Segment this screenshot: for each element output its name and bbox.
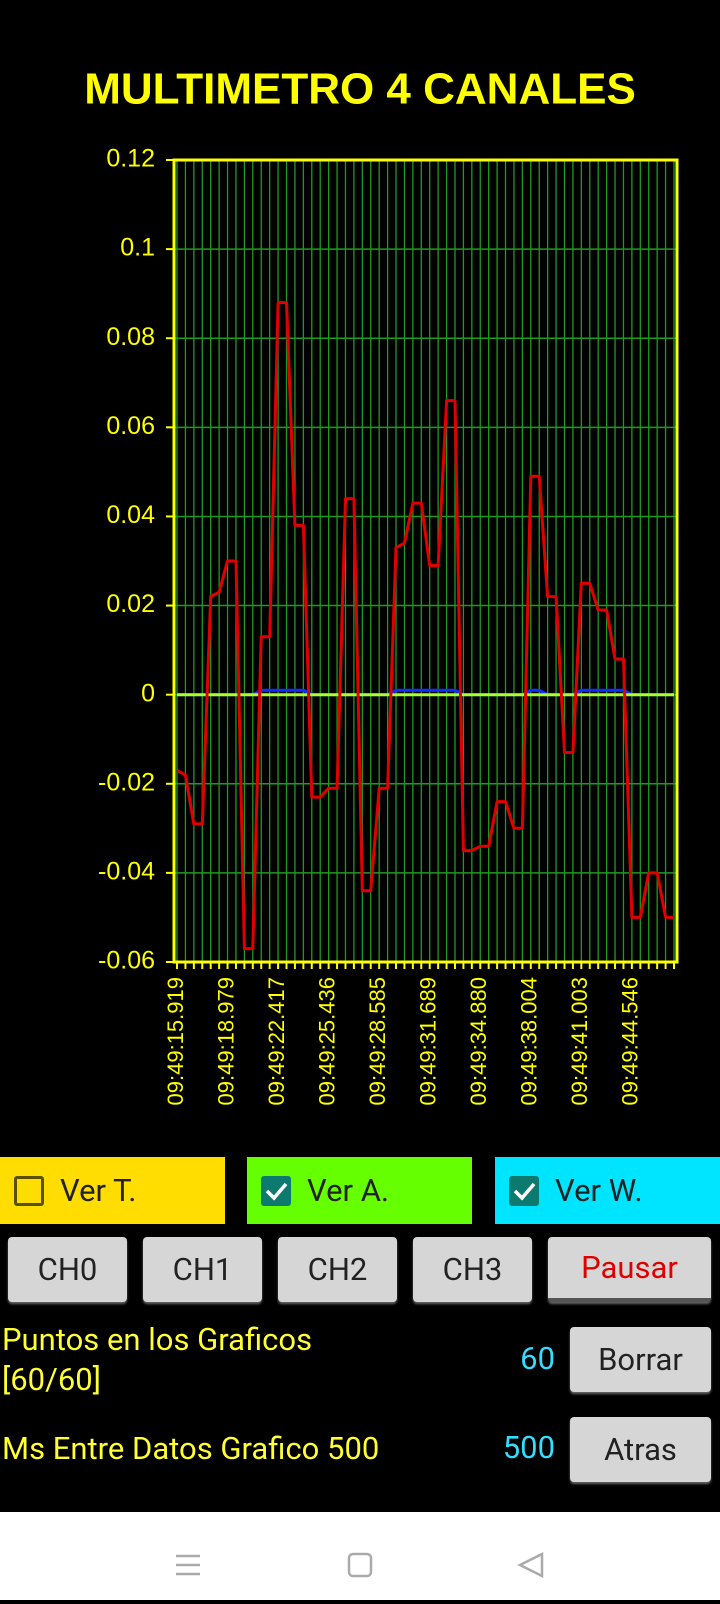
x-tick-label: 09:49:22.417 [264, 977, 289, 1105]
interval-value: 500 [502, 1429, 555, 1466]
y-tick-label: -0.06 [98, 947, 155, 975]
chart: MULTIMETRO 4 CANALES -0.06 -0.04 -0.02 0 0.0… [84, 65, 679, 1105]
pause-button[interactable]: Pausar [548, 1237, 711, 1302]
x-tick-label: 09:49:28.585 [365, 977, 390, 1105]
menu-icon[interactable] [176, 1554, 200, 1576]
checkbox-label: Ver W. [555, 1172, 643, 1209]
channel-button[interactable]: CH0 [8, 1237, 127, 1302]
points-label: Puntos en los Graficos [60/60] [2, 1321, 313, 1398]
points-value: 60 [520, 1340, 555, 1377]
checkbox-box [509, 1175, 539, 1206]
y-tick-label: 0.06 [106, 412, 155, 440]
y-tick-label: 0.02 [106, 590, 155, 618]
nav-icons [176, 1551, 544, 1579]
series-line [176, 301, 674, 951]
y-tick-label: -0.04 [98, 857, 155, 885]
nav-bar [0, 1512, 720, 1600]
y-tick-label: -0.02 [98, 768, 155, 796]
y-tick-label: 0.1 [120, 234, 155, 262]
x-tick-label: 09:49:34.880 [466, 977, 491, 1105]
clear-button[interactable]: Borrar [570, 1327, 711, 1392]
checkbox[interactable]: Ver A. [247, 1157, 472, 1224]
x-tick-label: 09:49:44.546 [618, 977, 643, 1105]
x-tick-label: 09:49:25.436 [314, 977, 339, 1105]
back-button[interactable]: Atras [570, 1417, 711, 1482]
x-tick-label: 09:49:15.919 [163, 977, 188, 1105]
channel-button[interactable]: CH3 [413, 1237, 532, 1302]
back-icon[interactable] [517, 1551, 544, 1579]
channel-button[interactable]: CH2 [278, 1237, 397, 1302]
plot-border [172, 158, 679, 964]
checkbox-label: Ver A. [307, 1172, 390, 1209]
x-tick-label: 09:49:38.004 [517, 977, 542, 1105]
y-tick-label: 0 [141, 679, 155, 707]
checkbox-box [14, 1175, 44, 1206]
app-title: MULTIMETRO 4 CANALES [84, 65, 636, 114]
home-icon[interactable] [347, 1552, 373, 1578]
y-tick-label: 0.12 [106, 145, 155, 173]
x-tick-label: 09:49:18.979 [213, 977, 238, 1105]
y-tick-label: 0.04 [106, 501, 155, 529]
y-tick-label: 0.08 [106, 323, 155, 351]
checkbox-box [261, 1175, 291, 1206]
checkbox[interactable]: Ver W. [495, 1157, 720, 1224]
plot-area [174, 160, 677, 962]
checkbox[interactable]: Ver T. [0, 1157, 225, 1224]
checkbox-label: Ver T. [60, 1172, 137, 1209]
x-tick-label: 09:49:31.689 [416, 977, 441, 1105]
channel-button[interactable]: CH1 [143, 1237, 262, 1302]
interval-label: Ms Entre Datos Grafico 500 [2, 1430, 380, 1467]
x-tick-label: 09:49:41.003 [567, 977, 592, 1105]
